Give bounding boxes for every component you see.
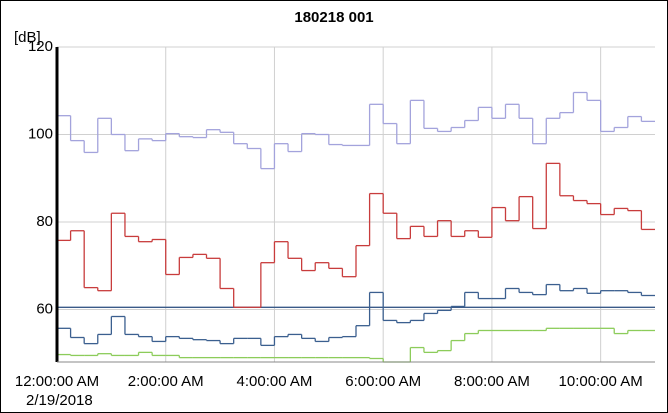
y-tick-label: 60 bbox=[36, 300, 53, 317]
date-label: 2/19/2018 bbox=[26, 392, 93, 409]
x-tick-label: 2:00:00 AM bbox=[128, 373, 204, 390]
x-tick-label: 4:00:00 AM bbox=[237, 373, 313, 390]
y-unit: [dB] bbox=[14, 29, 41, 46]
x-tick-label: 10:00:00 AM bbox=[559, 373, 643, 390]
x-tick-label: 12:00:00 AM bbox=[15, 373, 99, 390]
y-tick-label: 100 bbox=[28, 125, 53, 142]
x-tick-label: 8:00:00 AM bbox=[454, 373, 530, 390]
chart-title: 180218 001 bbox=[294, 9, 373, 26]
x-tick-label: 6:00:00 AM bbox=[345, 373, 421, 390]
y-tick-label: 80 bbox=[36, 213, 53, 230]
y-tick-label: 120 bbox=[28, 38, 53, 55]
